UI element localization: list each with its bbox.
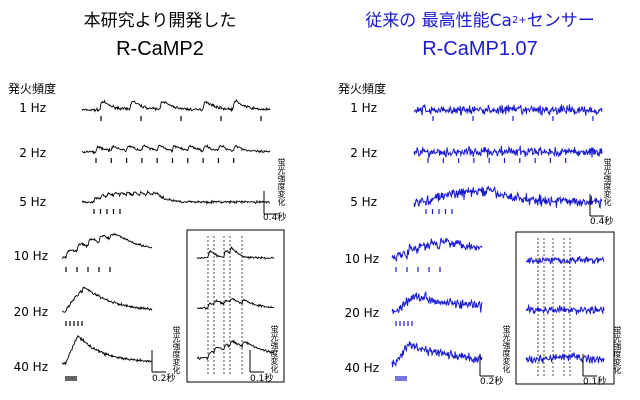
amplitude-scale-label: 蛍光強度変化 [172,326,181,374]
row-label-20hz: 20 Hz [344,306,379,320]
inset-trace-20hz [525,303,605,316]
trace-40hz [61,335,153,366]
chart-subtitle: R-CaMP2 [116,38,204,60]
inset-trace-10hz [196,245,275,260]
traces-plot [61,99,285,383]
trace-1hz [81,99,271,113]
row-label-10hz: 10 Hz [344,252,379,266]
row-label-20hz: 20 Hz [13,305,48,319]
row-label-5hz: 5 Hz [19,195,46,209]
row-label-1hz: 1 Hz [350,101,377,115]
time-scale-label: 0.2秒 [480,377,504,387]
amplitude-scale-label: 蛍光強度変化 [270,325,279,373]
trace-10hz [61,232,153,260]
amplitude-scale-label: 蛍光強度変化 [502,325,511,373]
trace-40hz [391,341,483,368]
chart-panel-r-camp1-07: 従来の 最高性能Ca2+センサー R-CaMP1.07 発火頻度 1 Hz 2 … [320,0,640,400]
zoom-inset-frame [186,229,285,383]
trace-5hz [413,185,603,210]
chart-title: 本研究より開発した [83,11,237,31]
time-scale-label: 0.4秒 [590,217,614,227]
trace-10hz [391,237,483,262]
chart-title: 従来の 最高性能Ca2+センサー [365,11,595,31]
trace-1hz [413,104,603,116]
amplitude-scale-label: 蛍光強度変化 [277,158,286,206]
y-axis-header: 発火頻度 [8,82,57,96]
time-scale-label: 0.4秒 [263,213,287,223]
time-scale-label: 0.2秒 [152,374,176,384]
row-label-2hz: 2 Hz [350,146,377,160]
row-label-40hz: 40 Hz [344,361,379,375]
row-label-40hz: 40 Hz [13,360,48,374]
inset-trace-10hz [525,255,605,265]
chart-panel-r-camp2: 本研究より開発した R-CaMP2 発火頻度 1 Hz 2 Hz 5 Hz 10… [8,11,287,384]
inset-trace-40hz [525,352,605,365]
trace-20hz [391,291,483,315]
trace-20hz [61,286,153,313]
row-label-2hz: 2 Hz [19,146,46,160]
amplitude-scale-label: 蛍光強度変化 [613,326,622,374]
trace-2hz [81,144,271,155]
y-axis-header: 発火頻度 [338,82,387,96]
trace-5hz [81,189,271,206]
time-scale-label: 0.1秒 [250,374,274,384]
zoom-inset-frame [515,231,615,385]
trace-2hz [413,145,603,159]
traces-plot [391,104,615,385]
row-label-1hz: 1 Hz [19,101,46,115]
amplitude-scale-label: 蛍光強度変化 [603,158,612,206]
chart-subtitle: R-CaMP1.07 [422,38,538,60]
row-label-5hz: 5 Hz [350,195,377,209]
time-scale-label: 0.1秒 [583,377,607,387]
inset-trace-40hz [196,339,275,361]
inset-trace-20hz [196,298,275,310]
row-label-10hz: 10 Hz [13,249,48,263]
